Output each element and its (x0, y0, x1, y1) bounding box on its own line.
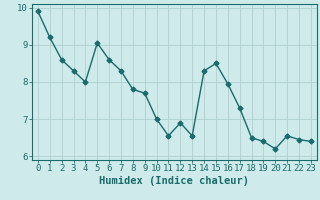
X-axis label: Humidex (Indice chaleur): Humidex (Indice chaleur) (100, 176, 249, 186)
